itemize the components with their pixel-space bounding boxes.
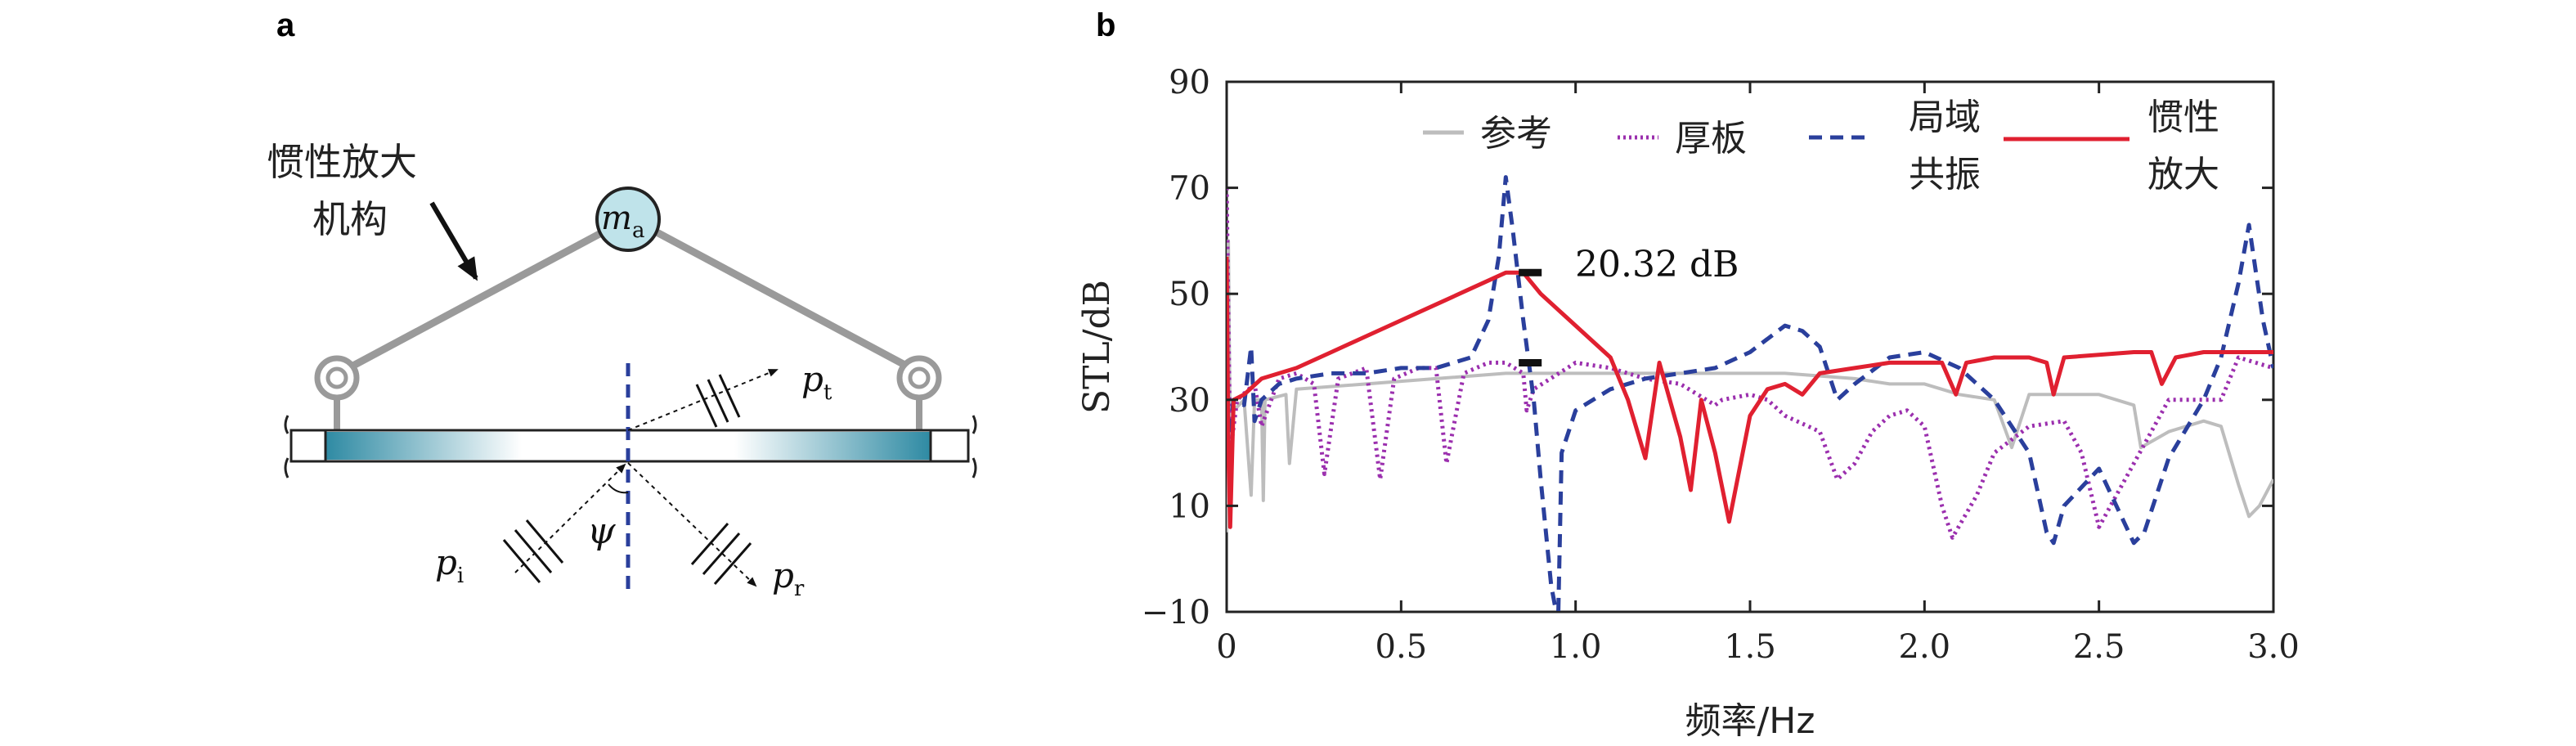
- series-layer: [1227, 175, 2273, 612]
- x-tick-label: 0: [1216, 628, 1236, 666]
- incidence-angle-arc: [608, 483, 629, 494]
- panel-label-a: a: [276, 7, 295, 43]
- x-tick-label: 2.5: [2073, 628, 2125, 666]
- y-tick-label: 70: [1169, 170, 1210, 208]
- y-tick-label: 10: [1169, 488, 1210, 525]
- p-r-label: pr: [772, 555, 805, 601]
- mechanism-label-line1: 惯性放大: [267, 140, 417, 184]
- incident-ray: [514, 463, 626, 573]
- legend: 参考 厚板 局域 共振 惯性 放大: [1423, 97, 2219, 195]
- reflected-wavefronts: [690, 523, 752, 585]
- y-tick-label: 90: [1169, 64, 1210, 101]
- left-hinge-inner: [325, 366, 348, 389]
- x-tick-label: 2.0: [1899, 628, 1951, 666]
- right-hinge-inner: [908, 366, 931, 389]
- x-tick-label: 0.5: [1376, 628, 1428, 666]
- legend-label-inertial-line1: 惯性: [2147, 97, 2219, 138]
- legend-label-thick: 厚板: [1675, 118, 1747, 160]
- reflected-ray: [627, 462, 757, 587]
- series-line-ref: [1227, 239, 2273, 533]
- x-axis-title: 频率/Hz: [1685, 700, 1815, 742]
- plate-left-segment: [325, 432, 522, 460]
- series-line-inertial: [1227, 256, 2273, 529]
- plate-break-right: [972, 415, 977, 479]
- series-line-thick: [1227, 187, 2273, 540]
- plate-break-left: [284, 415, 289, 479]
- right-inclined-bar: [645, 224, 910, 370]
- mass-label: ma: [601, 200, 644, 243]
- y-tick-label: 50: [1169, 276, 1210, 313]
- legend-label-local-line1: 局域: [1909, 97, 1981, 138]
- mechanism-label-line2: 机构: [312, 197, 388, 241]
- mechanism-pointer-arrow: [429, 201, 478, 281]
- mass-ball: [595, 186, 661, 252]
- series-line-local: [1227, 175, 2273, 612]
- plate-right-segment: [734, 432, 931, 460]
- panel-label-b: b: [1096, 7, 1115, 43]
- legend-label-inertial-line2: 放大: [2147, 154, 2219, 195]
- y-ticks: −10 10 30 50 70 90: [1142, 64, 2273, 631]
- psi-label: ψ: [587, 510, 616, 552]
- left-inclined-bar: [349, 224, 614, 370]
- x-ticks: 0 0.5 1.0 1.5 2.0 2.5 3.0: [1216, 82, 2300, 666]
- plot-frame: [1225, 80, 2275, 613]
- p-i-label: pi: [435, 542, 464, 588]
- incident-wavefronts: [502, 519, 564, 583]
- y-tick-label: −10: [1142, 594, 1210, 631]
- annotation: 20.32 dB: [1519, 244, 1739, 366]
- x-tick-label: 1.0: [1550, 628, 1602, 666]
- p-t-label: pt: [801, 359, 832, 405]
- x-tick-label: 1.5: [1724, 628, 1776, 666]
- stl-gain-annotation: 20.32 dB: [1575, 244, 1739, 285]
- transmitted-wavefronts: [695, 374, 741, 428]
- y-tick-label: 30: [1169, 382, 1210, 420]
- legend-label-ref: 参考: [1480, 113, 1552, 155]
- legend-label-local-line2: 共振: [1909, 154, 1981, 195]
- transmitted-ray: [627, 369, 779, 431]
- x-tick-label: 3.0: [2247, 628, 2300, 666]
- schematic-inertial-amplifier: 惯性放大 机构 ma pt: [267, 140, 977, 601]
- y-axis-title: STL/dB: [1076, 280, 1118, 414]
